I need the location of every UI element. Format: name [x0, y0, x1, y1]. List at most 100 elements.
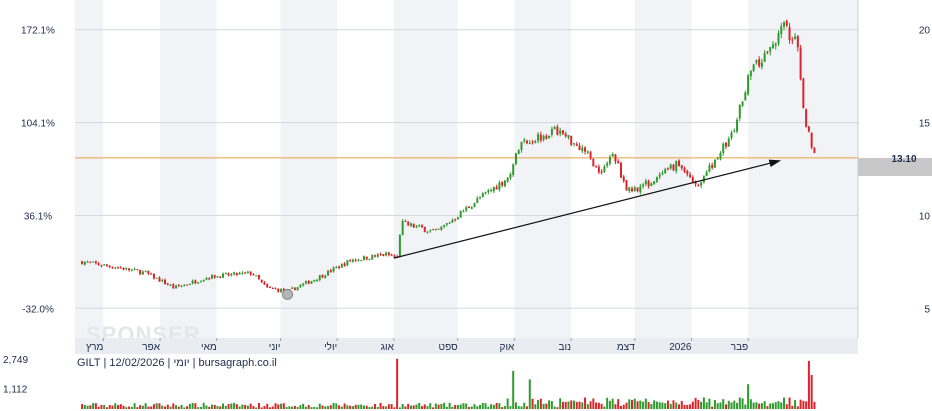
- volume-bar: [606, 397, 609, 409]
- volume-bar: [86, 405, 89, 409]
- candle-body: [401, 221, 404, 235]
- volume-bar: [117, 405, 120, 409]
- candle-body: [727, 138, 730, 147]
- volume-bar: [125, 407, 128, 409]
- volume-bar: [506, 398, 509, 409]
- volume-bar: [274, 403, 277, 409]
- candle-body: [321, 274, 324, 278]
- candle-body: [277, 288, 280, 292]
- volume-bar: [733, 400, 736, 409]
- volume-bar: [584, 397, 587, 409]
- volume-bar: [94, 403, 97, 409]
- candle-body: [766, 51, 769, 53]
- volume-bar: [550, 401, 553, 409]
- month-band: [691, 0, 749, 338]
- volume-bar: [467, 406, 470, 409]
- candle-body: [534, 141, 537, 143]
- candle-body: [600, 171, 603, 173]
- low-marker: [282, 288, 294, 300]
- candle-body: [371, 254, 374, 260]
- volume-bar: [315, 407, 318, 409]
- candle-body: [642, 184, 645, 187]
- grid-lines: [75, 0, 859, 338]
- volume-bar: [437, 404, 440, 409]
- candle-body: [526, 140, 529, 144]
- candle-body: [548, 135, 551, 139]
- candle-body: [235, 272, 238, 275]
- month-band: [103, 0, 161, 338]
- candle-body: [360, 260, 363, 262]
- volume-bar: [697, 399, 700, 409]
- volume-bar: [512, 370, 515, 409]
- volume-bar: [517, 406, 520, 409]
- volume-bar: [653, 400, 656, 409]
- volume-bar: [299, 405, 302, 409]
- volume-bar: [771, 403, 774, 409]
- candle-body: [451, 219, 454, 223]
- volume-bar: [155, 403, 158, 409]
- volume-bar: [269, 407, 272, 409]
- volume-bar: [114, 403, 117, 409]
- volume-bar: [796, 406, 799, 409]
- candle-body: [199, 281, 202, 283]
- candle-body: [622, 176, 625, 182]
- candle-body: [501, 182, 504, 186]
- volume-bar: [570, 400, 573, 409]
- candle-body: [802, 78, 805, 108]
- candle-body: [611, 154, 614, 157]
- candle-body: [813, 147, 816, 153]
- candle-body: [561, 130, 564, 134]
- volume-bar: [241, 404, 244, 409]
- candle-body: [274, 288, 277, 290]
- volume-bar: [371, 406, 374, 409]
- month-band: [75, 0, 104, 338]
- volume-bar: [669, 403, 672, 409]
- candle-body: [266, 284, 269, 288]
- volume-bar: [655, 401, 658, 409]
- volume-bar: [128, 406, 131, 409]
- candle-body: [584, 147, 587, 152]
- volume-bar: [647, 402, 650, 409]
- candle-body: [774, 43, 777, 46]
- volume-bar: [473, 404, 476, 409]
- candle-body: [440, 226, 443, 230]
- candle-body: [614, 154, 617, 162]
- candle-body: [197, 282, 200, 284]
- volume-bar: [136, 407, 139, 409]
- volume-bar: [575, 401, 578, 409]
- candle-body: [310, 281, 313, 284]
- volume-bar: [711, 406, 714, 409]
- volume-bar: [556, 407, 559, 409]
- volume-bar: [741, 398, 744, 409]
- candle-body: [633, 187, 636, 191]
- volume-bar: [548, 400, 551, 409]
- month-band: [634, 0, 692, 338]
- candle-body: [307, 280, 310, 284]
- volume-tick-label: 2,749: [3, 355, 28, 366]
- candle-body: [133, 268, 136, 270]
- volume-bar: [210, 404, 213, 409]
- volume-bar: [805, 401, 808, 409]
- volume-bar: [755, 402, 758, 409]
- volume-bar: [385, 406, 388, 409]
- volume-bar: [202, 402, 205, 409]
- month-band: [571, 0, 635, 338]
- volume-bar: [445, 406, 448, 409]
- volume-bar: [495, 403, 498, 409]
- volume-bar: [244, 404, 247, 409]
- candle-body: [506, 178, 509, 182]
- candle-body: [271, 288, 274, 290]
- candle-body: [711, 164, 714, 168]
- candle-body: [260, 279, 263, 283]
- candle-body: [763, 52, 766, 62]
- volume-bar: [288, 406, 291, 409]
- candle-body: [680, 165, 683, 169]
- volume-bar: [749, 399, 752, 409]
- volume-bar: [479, 404, 482, 409]
- candle-body: [365, 256, 368, 260]
- candle-body: [636, 187, 639, 192]
- volume-bar: [197, 407, 200, 409]
- volume-bar: [285, 406, 288, 409]
- candle-body: [559, 130, 562, 134]
- candle-body: [567, 135, 570, 138]
